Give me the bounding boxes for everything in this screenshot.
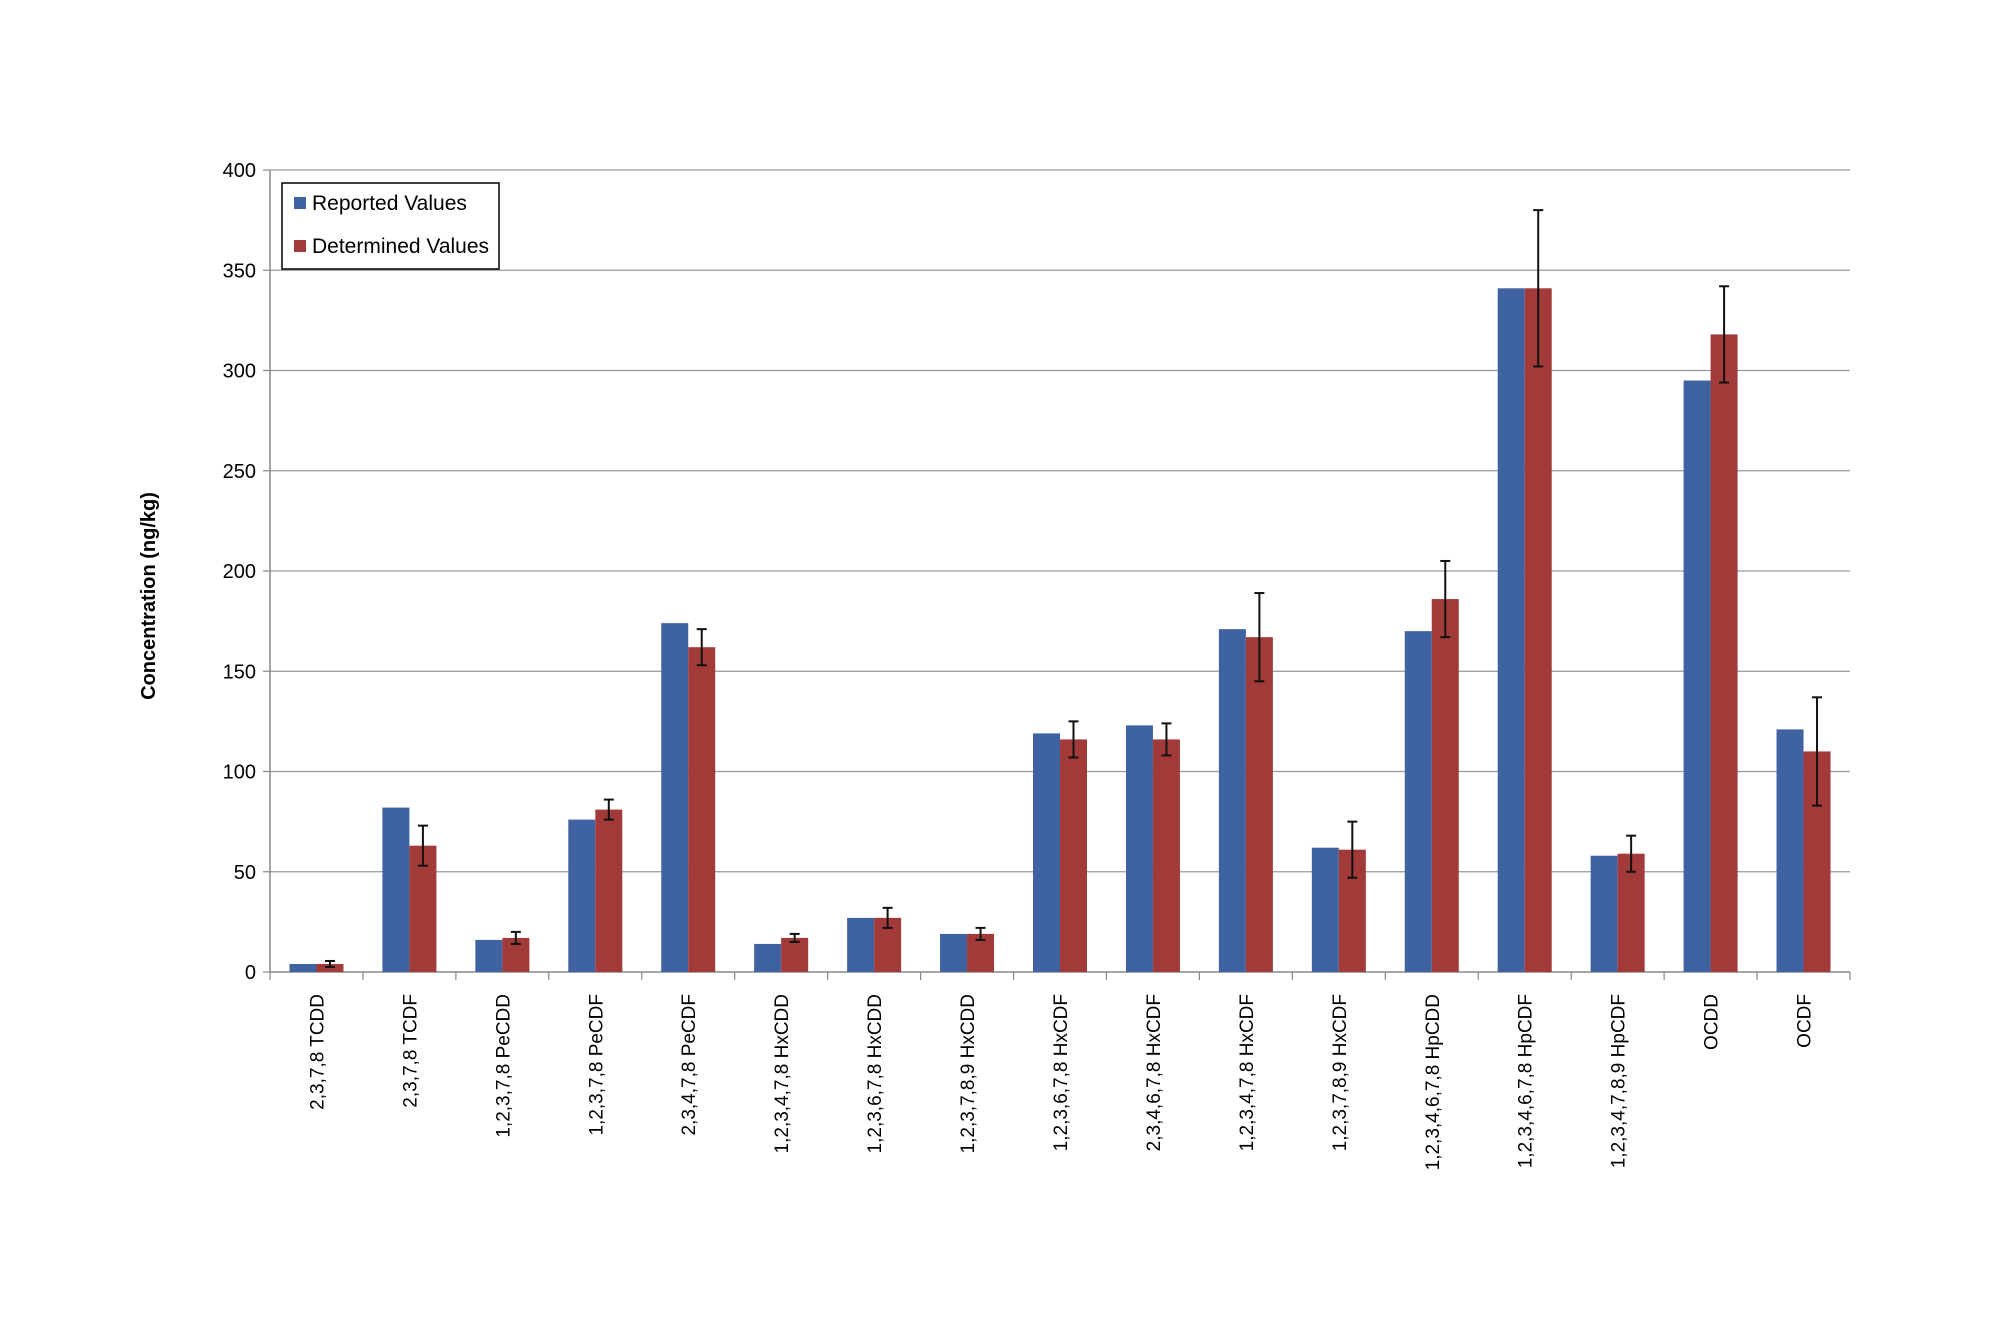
bar-reported	[1218, 629, 1246, 972]
y-tick-label: 250	[223, 461, 256, 483]
bar-reported	[1311, 847, 1339, 972]
bar-reported	[1404, 631, 1432, 972]
bar-reported	[1033, 733, 1060, 972]
legend-label-determined: Determined Values	[312, 235, 489, 258]
bar-reported	[1590, 855, 1618, 972]
legend-swatch-reported	[294, 197, 306, 209]
x-tick-label: 1,2,3,4,7,8,9 HpCDF	[1609, 994, 1630, 1168]
bar-determined	[1060, 739, 1087, 972]
bar-reported	[1125, 725, 1153, 972]
legend-swatch-determined	[294, 240, 306, 252]
gridlines	[270, 169, 1850, 873]
y-tick-label: 200	[223, 561, 256, 583]
x-tick-label: 2,3,4,6,7,8 HxCDF	[1144, 994, 1165, 1151]
bar-determined	[1617, 853, 1645, 972]
bar-determined	[1431, 599, 1459, 972]
legend: Reported Values Determined Values	[281, 182, 500, 270]
bar-reported	[661, 623, 689, 972]
bar-determined	[1710, 334, 1738, 972]
bar-determined	[1524, 288, 1552, 972]
x-tick-label: 1,2,3,4,7,8 HxCDD	[772, 994, 793, 1153]
x-tick-label: 1,2,3,7,8,9 HxCDD	[958, 994, 979, 1153]
x-tick-label: 1,2,3,4,6,7,8 HpCDF	[1516, 994, 1537, 1168]
y-axis-label: Concentration (ng/kg)	[138, 492, 160, 700]
bar-determined	[1245, 637, 1273, 972]
x-tick-label: 1,2,3,4,7,8 HxCDF	[1237, 994, 1258, 1151]
bar-determined	[1152, 739, 1180, 972]
y-tick-label: 350	[223, 260, 256, 282]
y-tick-label: 50	[234, 862, 256, 884]
bar-reported	[754, 943, 782, 972]
error-bars	[324, 209, 1823, 968]
bar-determined	[595, 809, 623, 972]
bar-reported	[289, 963, 317, 972]
bar-reported	[1497, 288, 1525, 972]
y-axis-ticks: 0 50 100 150 200 250 300 350 400	[223, 160, 256, 984]
bar-reported	[568, 819, 596, 972]
x-tick-label: 1,2,3,7,8,9 HxCDF	[1330, 994, 1351, 1151]
bar-determined	[781, 937, 809, 972]
x-tick-label: 2,3,7,8 TCDF	[400, 994, 421, 1108]
bar-reported	[1683, 380, 1711, 972]
y-tick-label: 400	[223, 160, 256, 182]
y-tick-label: 150	[223, 661, 256, 683]
y-tick-label: 0	[245, 962, 256, 984]
x-tick-label: 1,2,3,6,7,8 HxCDD	[865, 994, 886, 1153]
bars	[289, 288, 1831, 972]
x-tick-label: OCDD	[1702, 994, 1723, 1050]
x-axis-ticks: 2,3,7,8 TCDD 2,3,7,8 TCDF 1,2,3,7,8 PeCDD 1…	[307, 994, 1815, 1170]
y-tick-label: 100	[223, 762, 256, 784]
bar-determined	[688, 647, 716, 972]
x-tick-label: 1,2,3,4,6,7,8 HpCDD	[1423, 994, 1444, 1170]
bar-reported	[847, 917, 875, 972]
legend-box	[281, 182, 500, 270]
bar-determined	[316, 963, 344, 972]
bar-reported	[382, 807, 410, 972]
bar-reported	[475, 939, 503, 972]
bar-determined	[409, 845, 437, 972]
x-tick-label: 2,3,7,8 TCDD	[307, 994, 328, 1110]
x-tick-label: 1,2,3,7,8 PeCDF	[586, 994, 607, 1136]
x-tick-label: 1,2,3,7,8 PeCDD	[493, 994, 514, 1138]
x-tick-label: 1,2,3,6,7,8 HxCDF	[1051, 994, 1072, 1151]
x-tick-label: OCDF	[1795, 994, 1816, 1048]
bar-reported	[1776, 729, 1804, 972]
legend-label-reported: Reported Values	[312, 192, 467, 215]
y-tick-label: 300	[223, 361, 256, 383]
x-tick-label: 2,3,4,7,8 PeCDF	[679, 994, 700, 1136]
bar-reported	[940, 933, 968, 972]
